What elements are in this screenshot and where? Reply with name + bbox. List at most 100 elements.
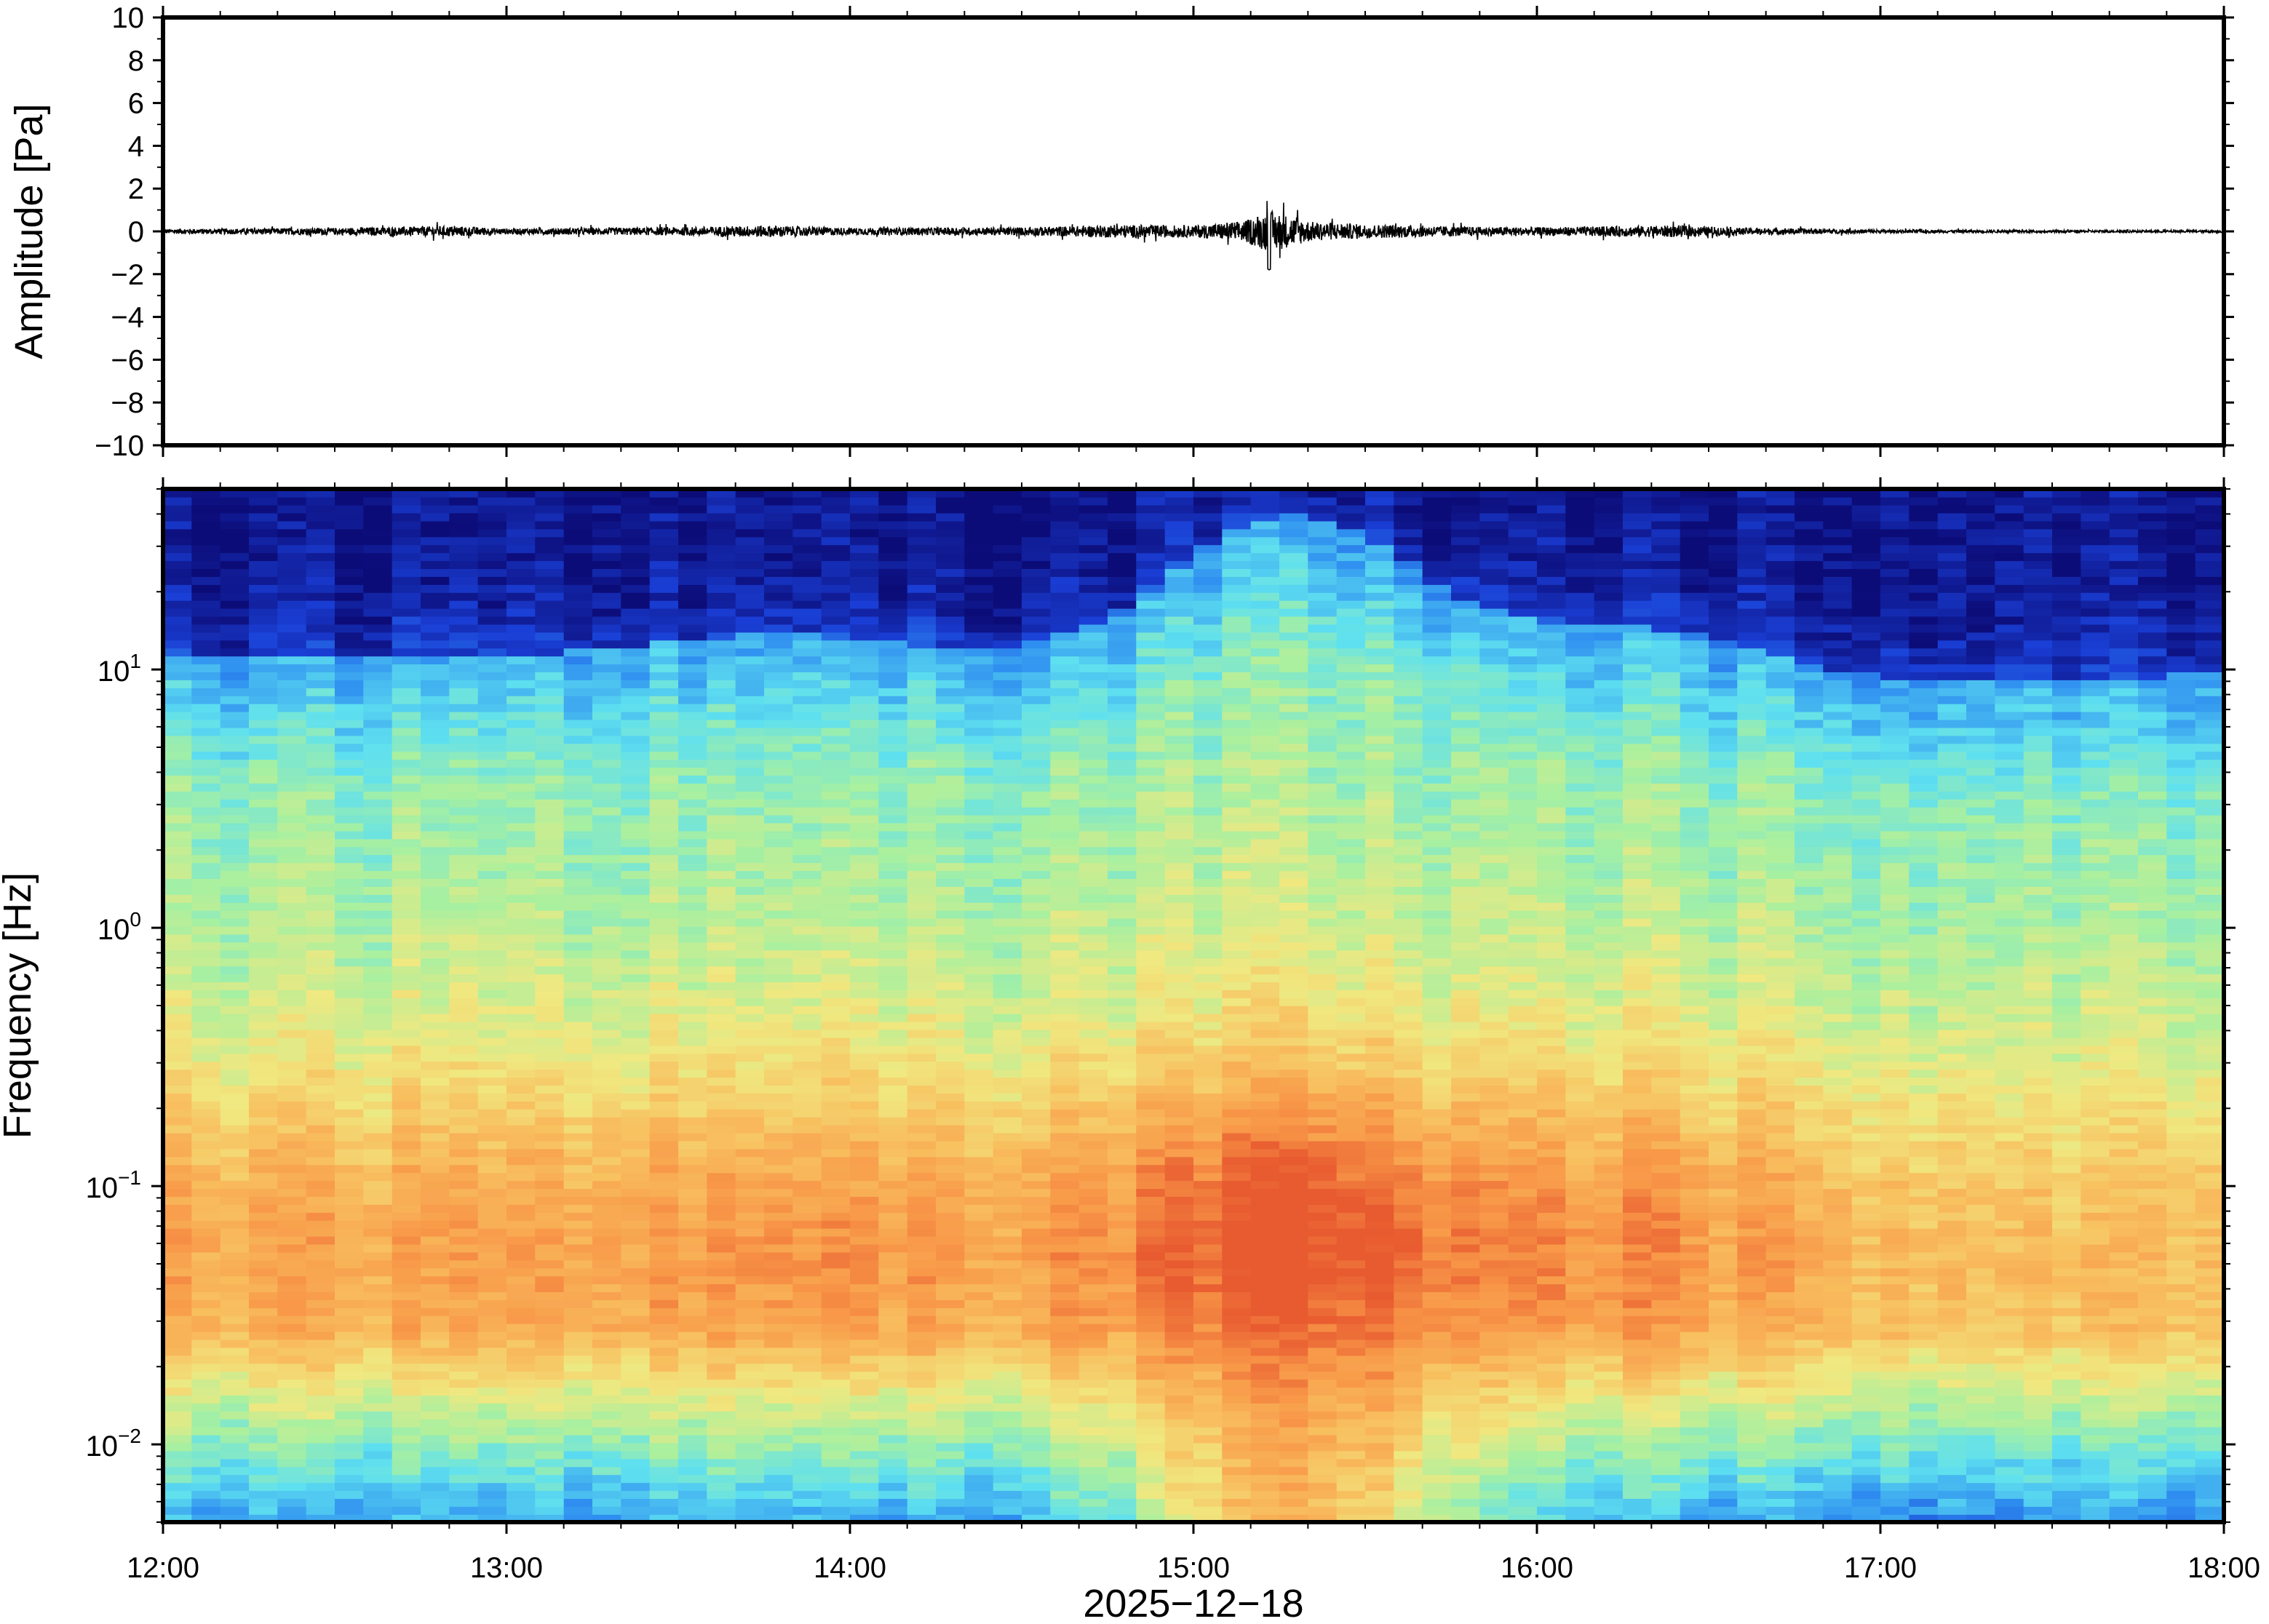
spectrogram-cell: [764, 1029, 794, 1038]
spectrogram-cell: [592, 743, 622, 752]
spectrogram-cell: [993, 1116, 1022, 1126]
spectrogram-cell: [964, 1379, 994, 1388]
spectrogram-cell: [277, 1021, 307, 1030]
spectrogram-cell: [249, 1355, 279, 1364]
spectrogram-cell: [506, 1085, 536, 1094]
spectrogram-cell: [191, 1395, 221, 1404]
spectrogram-cell: [306, 791, 335, 800]
spectrogram-cell: [191, 1307, 221, 1316]
spectrogram-cell: [1022, 688, 1052, 696]
spectrogram-cell: [735, 552, 765, 562]
spectrogram-cell: [249, 512, 279, 522]
spectrogram-cell: [1022, 1426, 1052, 1436]
spectrogram-cell: [592, 1514, 622, 1522]
spectrogram-cell: [535, 1490, 565, 1499]
spectrogram-cell: [993, 854, 1022, 864]
spectrogram-cell: [1050, 1219, 1080, 1229]
spectrogram-cell: [735, 719, 765, 728]
spectrogram-cell: [1136, 1219, 1166, 1229]
spectrogram-cell: [850, 1458, 880, 1468]
spectrogram-cell: [535, 1109, 565, 1118]
spectrogram-cell: [249, 1085, 279, 1094]
spectrogram-cell: [1108, 934, 1137, 943]
spectrogram-cell: [850, 616, 880, 625]
spectrogram-cell: [1222, 1148, 1252, 1158]
spectrogram-cell: [936, 751, 966, 760]
spectrogram-cell: [335, 1474, 365, 1484]
spectrogram-cell: [649, 854, 679, 864]
spectrogram-cell: [220, 1482, 250, 1492]
spectrogram-cell: [764, 592, 794, 601]
spectrogram-cell: [506, 894, 536, 903]
spectrogram-cell: [477, 711, 507, 720]
spectrogram-cell: [907, 1307, 937, 1316]
spectrogram-cell: [1136, 909, 1166, 919]
spectrogram-cell: [792, 966, 822, 975]
spectrogram-cell: [1136, 1426, 1166, 1436]
spectrogram-cell: [850, 703, 880, 712]
spectrogram-cell: [1078, 934, 1108, 943]
spectrogram-cell: [649, 1411, 679, 1420]
spectrogram-cell: [821, 942, 851, 951]
spectrogram-cell: [1164, 838, 1194, 848]
spectrogram-cell: [421, 775, 450, 784]
spectrogram-cell: [335, 909, 365, 919]
spectrogram-cell: [535, 1363, 565, 1372]
spectrogram-cell: [821, 775, 851, 784]
spectrogram-cell: [850, 1053, 880, 1062]
spectrogram-cell: [363, 886, 393, 895]
spectrogram-cell: [506, 909, 536, 919]
spectrogram-cell: [907, 894, 937, 903]
spectrogram-cell: [936, 696, 966, 704]
spectrogram-cell: [506, 878, 536, 887]
spectrogram-cell: [621, 552, 651, 562]
spectrogram-cell: [477, 1124, 507, 1134]
spectrogram-cell: [678, 632, 708, 641]
spectrogram-cell: [735, 909, 765, 919]
spectrogram-cell: [449, 1299, 479, 1308]
spectrogram-cell: [191, 664, 221, 672]
spectrogram-cell: [678, 1085, 708, 1094]
spectrogram-cell: [678, 1371, 708, 1380]
spectrogram-cell: [792, 775, 822, 784]
spectrogram-cell: [535, 1442, 565, 1452]
spectrogram-cell: [707, 990, 736, 998]
spectrogram-cell: [1022, 1148, 1052, 1158]
spectrogram-cell: [850, 806, 880, 816]
spectrogram-cell: [506, 1299, 536, 1308]
spectrogram-cell: [821, 1109, 851, 1118]
spectrogram-cell: [220, 711, 250, 720]
spectrogram-cell: [993, 966, 1022, 975]
spectrogram-cell: [535, 560, 565, 569]
spectrogram-cell: [592, 1506, 622, 1515]
spectrogram-cell: [1108, 1196, 1137, 1205]
spectrogram-cell: [850, 1013, 880, 1022]
spectrogram-cell: [421, 1498, 450, 1507]
spectrogram-cell: [821, 1148, 851, 1158]
spectrogram-cell: [993, 783, 1022, 792]
spectrogram-cell: [421, 1029, 450, 1038]
spectrogram-cell: [993, 846, 1022, 856]
spectrogram-cell: [1022, 1395, 1052, 1404]
spectrogram-cell: [707, 688, 736, 696]
spectrogram-cell: [306, 958, 335, 967]
spectrogram-cell: [764, 909, 794, 919]
spectrogram-cell: [392, 1450, 421, 1460]
spectrogram-cell: [277, 1506, 307, 1515]
spectrogram-cell: [707, 799, 736, 808]
spectrogram-cell: [477, 1212, 507, 1221]
spectrogram-cell: [535, 1283, 565, 1292]
spectrogram-cell: [249, 1180, 279, 1189]
spectrogram-cell: [792, 1045, 822, 1054]
spectrogram-cell: [792, 1037, 822, 1046]
spectrogram-cell: [678, 1434, 708, 1444]
spectrogram-cell: [792, 648, 822, 657]
spectrogram-cell: [764, 934, 794, 943]
spectrogram-cell: [563, 719, 593, 728]
spectrogram-cell: [1050, 672, 1080, 680]
spectrogram-cell: [621, 1426, 651, 1436]
spectrogram-cell: [335, 998, 365, 1006]
spectrogram-cell: [506, 568, 536, 577]
spectrogram-cell: [878, 592, 908, 601]
spectrogram-cell: [678, 1291, 708, 1300]
